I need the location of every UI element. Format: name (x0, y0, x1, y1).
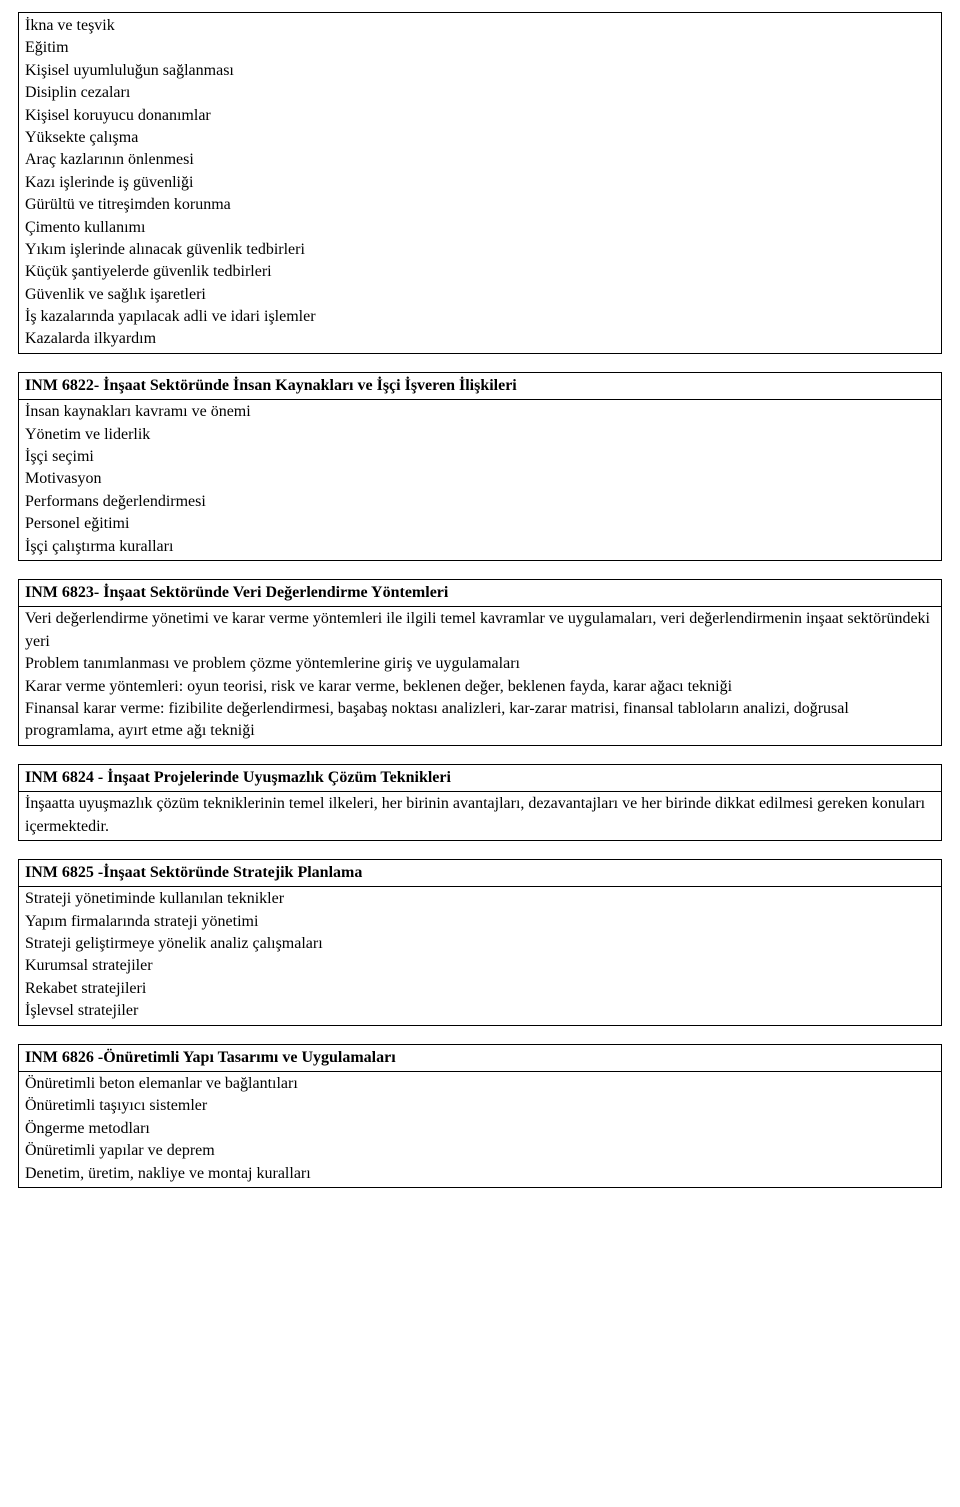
intro-line: Kazalarda ilkyardım (25, 328, 935, 350)
course-body-line: Yapım firmalarında strateji yönetimi (25, 911, 935, 933)
intro-line: Disiplin cezaları (25, 82, 935, 104)
course-body-line: Yönetim ve liderlik (25, 424, 935, 446)
course-body-line: Performans değerlendirmesi (25, 491, 935, 513)
course-body-line: İnsan kaynakları kavramı ve önemi (25, 401, 935, 423)
course-body-line: Karar verme yöntemleri: oyun teorisi, ri… (25, 676, 935, 698)
course-title: INM 6826 -Önüretimli Yapı Tasarımı ve Uy… (18, 1044, 942, 1072)
course-body-line: Personel eğitimi (25, 513, 935, 535)
intro-line: Kişisel uyumluluğun sağlanması (25, 60, 935, 82)
course-section: INM 6824 - İnşaat Projelerinde Uyuşmazlı… (18, 764, 942, 841)
intro-line: Araç kazlarının önlenmesi (25, 149, 935, 171)
intro-box-content: İkna ve teşvikEğitimKişisel uyumluluğun … (18, 12, 942, 354)
course-section: INM 6822- İnşaat Sektöründe İnsan Kaynak… (18, 372, 942, 561)
course-title: INM 6823- İnşaat Sektöründe Veri Değerle… (18, 579, 942, 607)
course-body-line: Önüretimli beton elemanlar ve bağlantıla… (25, 1073, 935, 1095)
course-body-line: Rekabet stratejileri (25, 978, 935, 1000)
intro-line: İş kazalarında yapılacak adli ve idari i… (25, 306, 935, 328)
course-body-line: İnşaatta uyuşmazlık çözüm tekniklerinin … (25, 793, 935, 838)
course-body-line: Strateji yönetiminde kullanılan teknikle… (25, 888, 935, 910)
course-body-line: İşçi seçimi (25, 446, 935, 468)
intro-line: İkna ve teşvik (25, 15, 935, 37)
course-title: INM 6822- İnşaat Sektöründe İnsan Kaynak… (18, 372, 942, 400)
course-section: INM 6825 -İnşaat Sektöründe Stratejik Pl… (18, 859, 942, 1026)
course-section: INM 6823- İnşaat Sektöründe Veri Değerle… (18, 579, 942, 746)
intro-line: Kişisel koruyucu donanımlar (25, 105, 935, 127)
intro-line: Çimento kullanımı (25, 217, 935, 239)
intro-line: Kazı işlerinde iş güvenliği (25, 172, 935, 194)
course-body-line: İşlevsel stratejiler (25, 1000, 935, 1022)
course-body: İnsan kaynakları kavramı ve önemiYönetim… (18, 399, 942, 561)
intro-line: Gürültü ve titreşimden korunma (25, 194, 935, 216)
course-body-line: Kurumsal stratejiler (25, 955, 935, 977)
course-body: Strateji yönetiminde kullanılan teknikle… (18, 886, 942, 1025)
course-body: Önüretimli beton elemanlar ve bağlantıla… (18, 1071, 942, 1188)
course-title: INM 6824 - İnşaat Projelerinde Uyuşmazlı… (18, 764, 942, 792)
course-body-line: Veri değerlendirme yönetimi ve karar ver… (25, 608, 935, 653)
course-body-line: Problem tanımlanması ve problem çözme yö… (25, 653, 935, 675)
intro-line: Yıkım işlerinde alınacak güvenlik tedbir… (25, 239, 935, 261)
course-body-line: İşçi çalıştırma kuralları (25, 536, 935, 558)
course-body-line: Finansal karar verme: fizibilite değerle… (25, 698, 935, 743)
course-body-line: Motivasyon (25, 468, 935, 490)
course-body: Veri değerlendirme yönetimi ve karar ver… (18, 606, 942, 745)
course-body-line: Öngerme metodları (25, 1118, 935, 1140)
course-title: INM 6825 -İnşaat Sektöründe Stratejik Pl… (18, 859, 942, 887)
intro-box: İkna ve teşvikEğitimKişisel uyumluluğun … (18, 12, 942, 354)
course-body-line: Önüretimli taşıyıcı sistemler (25, 1095, 935, 1117)
intro-line: Eğitim (25, 37, 935, 59)
course-body-line: Önüretimli yapılar ve deprem (25, 1140, 935, 1162)
intro-line: Güvenlik ve sağlık işaretleri (25, 284, 935, 306)
course-section: INM 6826 -Önüretimli Yapı Tasarımı ve Uy… (18, 1044, 942, 1188)
intro-line: Yüksekte çalışma (25, 127, 935, 149)
intro-line: Küçük şantiyelerde güvenlik tedbirleri (25, 261, 935, 283)
course-body: İnşaatta uyuşmazlık çözüm tekniklerinin … (18, 791, 942, 841)
course-body-line: Denetim, üretim, nakliye ve montaj kural… (25, 1163, 935, 1185)
course-body-line: Strateji geliştirmeye yönelik analiz çal… (25, 933, 935, 955)
